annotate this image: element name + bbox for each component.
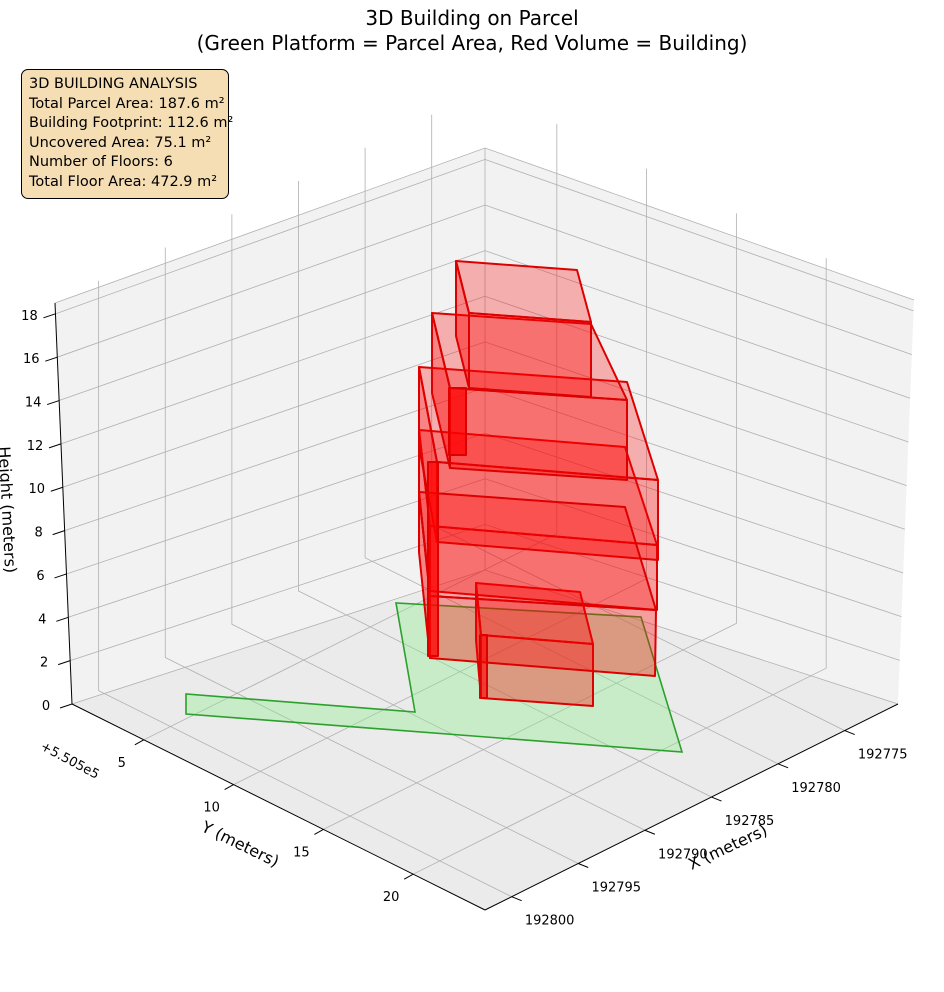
x-tick-label: 192775	[858, 748, 908, 763]
chart-subtitle: (Green Platform = Parcel Area, Red Volum…	[196, 31, 748, 55]
floor-pane	[72, 570, 898, 910]
building-face	[468, 312, 592, 398]
x-tick-mark	[777, 763, 789, 769]
x-tick-label: 192795	[591, 880, 641, 895]
z-tick-mark	[52, 530, 65, 536]
x-grid-line	[298, 181, 712, 798]
z-axis-line	[54, 302, 73, 705]
building-face	[455, 260, 470, 389]
x-grid-line	[364, 147, 779, 765]
z-tick-mark	[59, 703, 73, 709]
x-grid-line	[164, 247, 579, 864]
right-pane	[485, 148, 914, 704]
z-tick-mark	[43, 313, 56, 319]
z-tick-label: 4	[38, 612, 46, 627]
x-tick-mark	[844, 730, 855, 736]
x-grid-line	[231, 214, 646, 831]
info-line-footprint: Building Footprint: 112.6 m²	[29, 115, 234, 132]
x-tick-label: 192780	[791, 781, 841, 796]
analysis-info-box: 3D BUILDING ANALYSIS Total Parcel Area: …	[21, 69, 234, 199]
building-face	[449, 387, 628, 481]
z-tick-mark	[54, 573, 67, 579]
info-line-uncovered: Uncovered Area: 75.1 m²	[29, 134, 212, 151]
z-tick-label: 8	[35, 526, 43, 541]
z-tick-mark	[58, 660, 71, 666]
y-tick-label: 20	[383, 890, 400, 905]
building-column	[427, 461, 439, 657]
info-heading: 3D BUILDING ANALYSIS	[29, 76, 198, 92]
building-column	[448, 387, 467, 456]
y-axis-line	[71, 703, 486, 911]
y-grid-line	[143, 123, 558, 741]
z-tick-label: 16	[23, 352, 40, 367]
left-pane	[55, 148, 485, 704]
y-tick-mark	[403, 873, 414, 880]
x-tick-label: 192790	[658, 847, 708, 862]
z-tick-label: 0	[42, 699, 50, 714]
info-line-parcel-area: Total Parcel Area: 187.6 m²	[29, 95, 225, 112]
building-column	[479, 634, 488, 699]
z-tick-label: 2	[40, 656, 48, 671]
y-tick-label: 15	[293, 845, 310, 860]
z-tick-mark	[50, 486, 63, 492]
info-line-floor-area: Total Floor Area: 472.9 m²	[29, 173, 218, 190]
building-face	[418, 491, 657, 611]
z-tick-label: 18	[21, 309, 38, 324]
z-tick-mark	[48, 443, 62, 449]
chart-title: 3D Building on Parcel	[365, 6, 579, 30]
y-tick-mark	[314, 828, 324, 835]
x-tick-label: 192785	[725, 814, 775, 829]
x-tick-mark	[644, 829, 656, 835]
x-tick-mark	[578, 863, 589, 868]
z-tick-mark	[46, 400, 60, 406]
z-tick-label: 12	[27, 439, 44, 454]
z-tick-label: 14	[25, 396, 42, 411]
info-line-floors: Number of Floors: 6	[29, 154, 173, 171]
z-tick-label: 10	[29, 482, 46, 497]
z-tick-mark	[45, 356, 58, 362]
y-axis-label: Y (meters)	[198, 817, 283, 871]
y-tick-label: 5	[118, 756, 126, 771]
z-axis-label: Height (meters)	[0, 446, 20, 574]
x-axis-line	[484, 703, 899, 911]
x-tick-mark	[511, 896, 522, 902]
y-tick-mark	[224, 784, 234, 791]
axis-ticks: 0 2 4 6 8 10 12 14 16 18 192775 192780 192785 192790 1…	[21, 309, 907, 929]
y-grid-line	[412, 258, 827, 875]
y-axis-offset-label: +5.505e5	[38, 739, 102, 782]
y-tick-label: 10	[203, 801, 220, 816]
z-tick-label: 6	[36, 569, 44, 584]
building-face	[431, 312, 451, 469]
x-tick-mark	[711, 796, 722, 802]
z-tick-mark	[56, 616, 69, 622]
building-volume	[418, 260, 659, 707]
x-grid-line	[98, 280, 512, 898]
y-tick-mark	[134, 739, 145, 746]
x-tick-label: 192800	[525, 914, 575, 929]
y-grid-line	[323, 213, 737, 830]
